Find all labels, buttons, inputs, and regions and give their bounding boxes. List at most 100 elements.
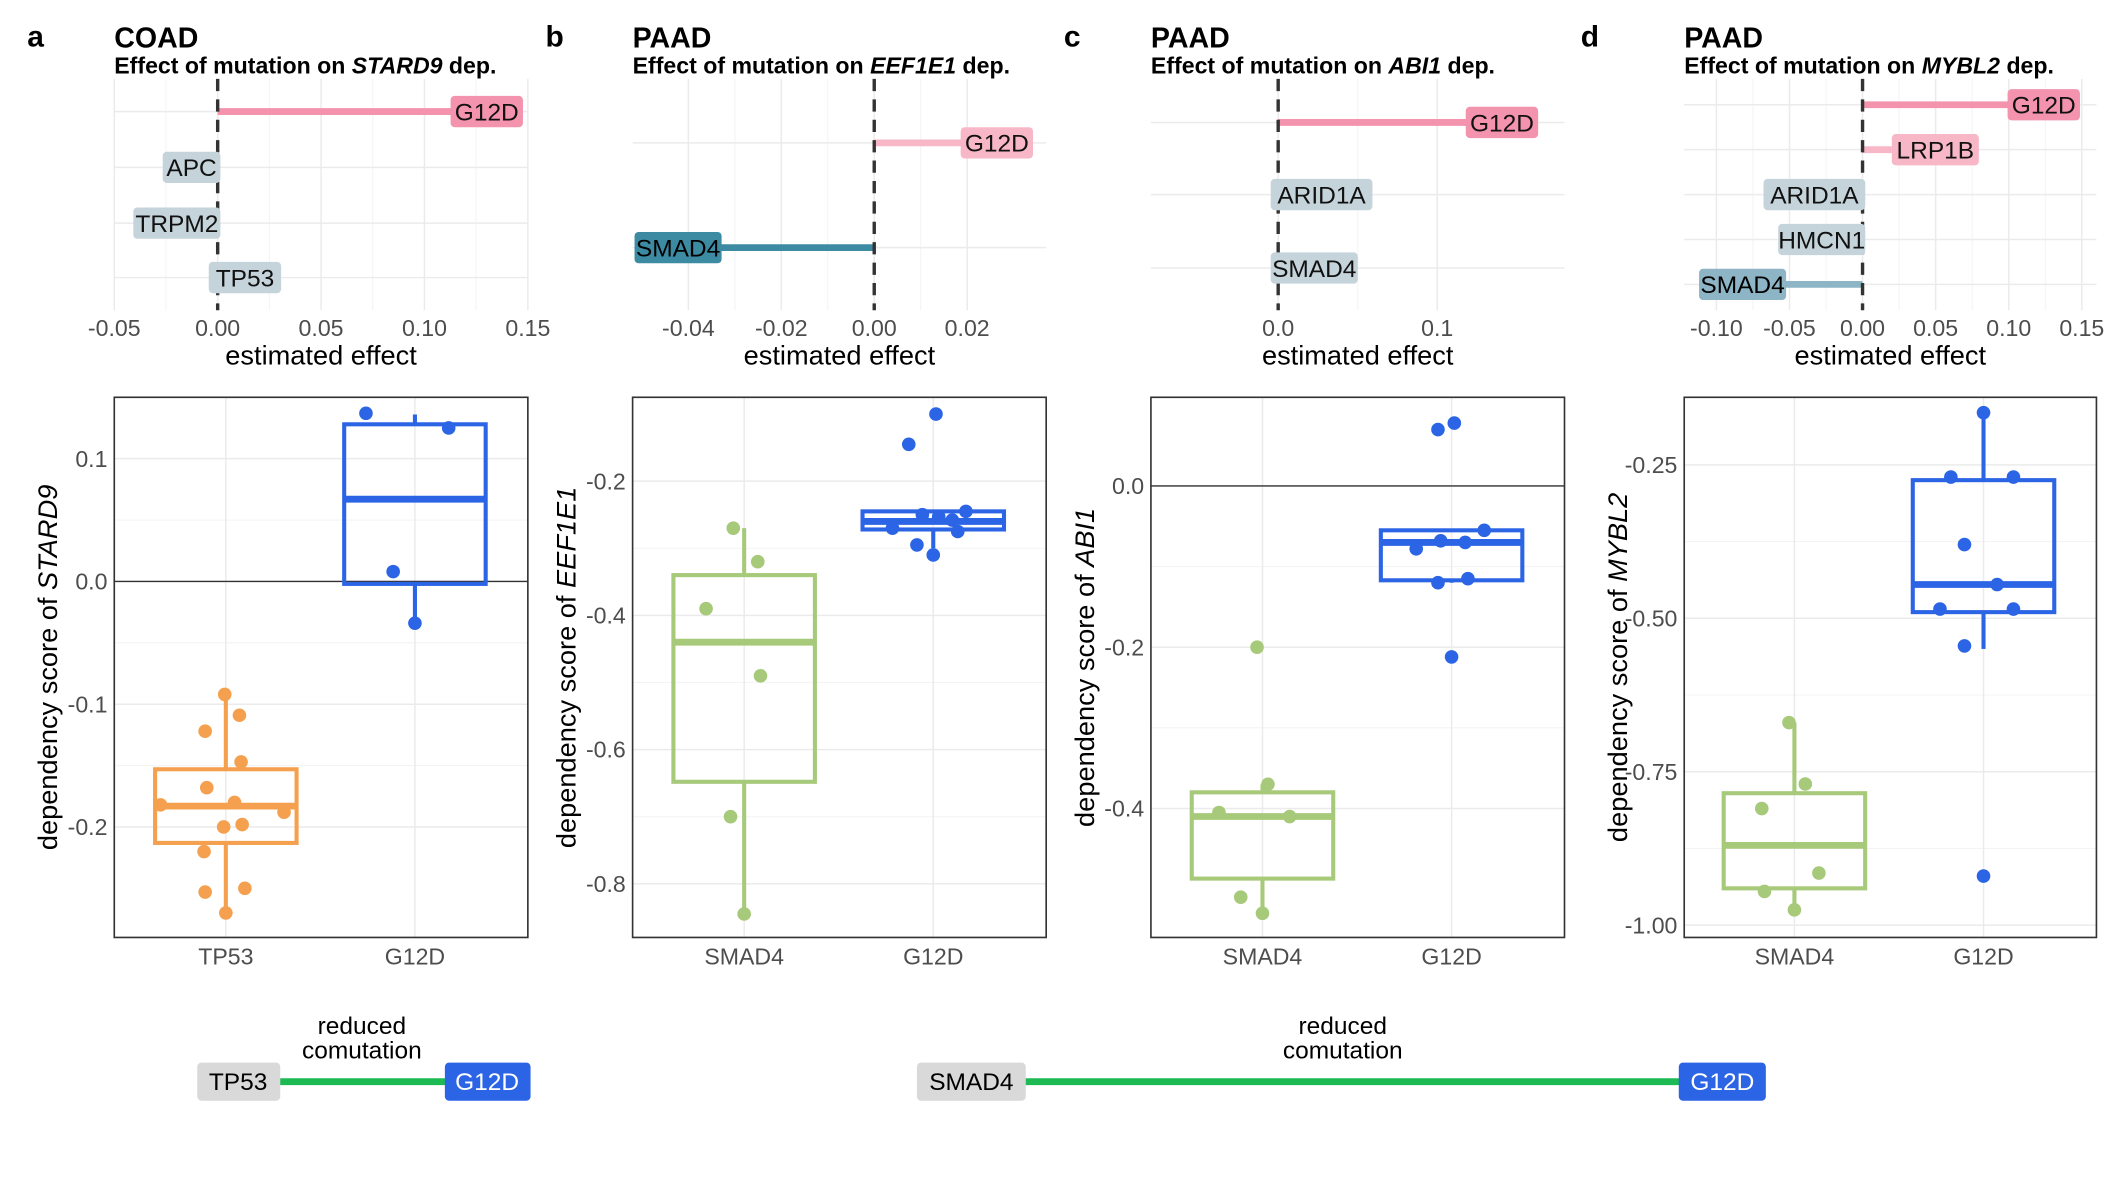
data-point xyxy=(1433,533,1448,548)
panel-letter: a xyxy=(27,20,44,53)
comutation-label: comutation xyxy=(302,1038,422,1065)
data-point xyxy=(950,524,965,539)
data-point xyxy=(408,616,422,630)
panel-cancer-title: COAD xyxy=(114,23,198,55)
x-axis-label: estimated effect xyxy=(225,340,417,371)
comutation-label: reduced xyxy=(1299,1013,1387,1040)
comutation-label: comutation xyxy=(1283,1038,1403,1065)
box-iqr xyxy=(671,573,817,784)
y-tick-label: -0.6 xyxy=(586,737,626,763)
x-tick-label: 0.05 xyxy=(1913,315,1958,341)
data-point xyxy=(1212,805,1226,820)
data-point xyxy=(153,798,168,812)
data-point xyxy=(959,504,973,519)
effect-label-box xyxy=(960,127,1034,159)
x-tick-label: G12D xyxy=(385,944,445,970)
panel-c-header: c PAAD Effect of mutation on ABI1 dep. xyxy=(1064,20,1495,78)
x-tick-label: 0.0 xyxy=(1262,315,1294,341)
y-tick-label: 0.0 xyxy=(1112,473,1144,499)
data-point xyxy=(232,708,247,723)
x-tick-label: -0.05 xyxy=(1763,315,1816,341)
dependency-boxplot-d: SMAD4 G12D -0.25 -0.50 -0.75 -1.00 dependency … xyxy=(1602,396,2098,970)
mutation-label: SMAD4 xyxy=(929,1069,1013,1096)
plot-border xyxy=(1683,396,2098,939)
x-tick-label: TP53 xyxy=(198,944,253,970)
effect-label-box xyxy=(634,231,722,264)
x-tick-label: 0.00 xyxy=(1840,315,1885,341)
data-point xyxy=(2006,470,2021,484)
data-point xyxy=(1261,777,1275,792)
x-tick-label: G12D xyxy=(903,944,963,970)
data-point xyxy=(910,538,924,552)
panel-subtitle: Effect of mutation on MYBL2 dep. xyxy=(1684,52,2054,78)
mutation-label: TP53 xyxy=(209,1069,267,1096)
plot-background xyxy=(114,397,528,938)
data-point xyxy=(219,906,233,920)
effect-label: SMAD4 xyxy=(1700,272,1784,299)
data-point xyxy=(217,687,232,702)
data-point xyxy=(1944,470,1958,484)
comutation-label: reduced xyxy=(318,1013,406,1040)
effect-label-box xyxy=(1270,178,1373,211)
y-tick-label: 0.1 xyxy=(75,446,107,472)
panel-subtitle: Effect of mutation on EEF1E1 dep. xyxy=(633,52,1010,78)
panel-letter: c xyxy=(1064,20,1081,53)
x-tick-label: SMAD4 xyxy=(1755,944,1835,970)
y-tick-label: 0.0 xyxy=(75,569,107,595)
x-tick-label: 0.02 xyxy=(945,315,990,341)
y-tick-label: -0.8 xyxy=(586,871,626,897)
data-point xyxy=(1255,906,1270,921)
data-point xyxy=(216,820,231,834)
x-tick-label: -0.05 xyxy=(88,315,141,341)
data-point xyxy=(1990,577,2004,592)
effect-label-box xyxy=(1891,134,1979,166)
box-iqr xyxy=(1721,791,1868,891)
data-point xyxy=(1282,809,1297,824)
panel-letter: d xyxy=(1581,20,1599,53)
data-point xyxy=(1461,571,1475,586)
effect-label: LRP1B xyxy=(1897,138,1975,165)
panel-subtitle: Effect of mutation on ABI1 dep. xyxy=(1151,52,1495,78)
panel-a-header: a COAD Effect of mutation on STARD9 dep. xyxy=(27,20,496,78)
data-point xyxy=(235,817,249,832)
data-point xyxy=(1782,715,1796,730)
data-point xyxy=(885,521,900,535)
x-axis-label: estimated effect xyxy=(744,340,936,371)
y-tick-label: -0.25 xyxy=(1625,452,1678,478)
y-axis-label: dependency score of MYBL2 xyxy=(1602,493,1633,842)
panel-b-header: b PAAD Effect of mutation on EEF1E1 dep. xyxy=(546,20,1011,78)
effect-label: G12D xyxy=(2012,93,2076,120)
effect-label-box xyxy=(1763,178,1866,211)
y-tick-label: -0.1 xyxy=(68,691,108,717)
data-point xyxy=(1976,869,1991,883)
data-point xyxy=(1409,542,1424,556)
panel-letter: b xyxy=(546,20,564,53)
data-point xyxy=(1447,416,1462,430)
box-iqr xyxy=(1910,478,2057,615)
data-point xyxy=(1458,535,1472,550)
mutation-label: G12D xyxy=(1690,1069,1754,1096)
data-point xyxy=(1787,903,1802,917)
data-point xyxy=(699,601,713,616)
effect-chart-a: G12D APC TRPM2 TP53 -0.05 0.00 0.05 0.10 0.15 est… xyxy=(88,78,550,371)
y-tick-label: -0.2 xyxy=(1104,634,1144,660)
data-point xyxy=(386,564,400,579)
box-iqr xyxy=(1189,790,1336,881)
effect-label: G12D xyxy=(965,131,1029,158)
plot-border xyxy=(631,396,1047,939)
data-point xyxy=(945,513,960,527)
box-iqr xyxy=(1378,528,1525,583)
mutation-label-box xyxy=(1678,1062,1766,1101)
x-tick-label: 0.10 xyxy=(402,315,447,341)
plot-border xyxy=(113,396,529,939)
data-point xyxy=(737,907,751,921)
panel-cancer-title: PAAD xyxy=(1684,23,1763,55)
data-point xyxy=(926,548,941,562)
x-tick-label: SMAD4 xyxy=(704,944,784,970)
x-tick-label: G12D xyxy=(1421,944,1481,970)
x-tick-label: -0.02 xyxy=(755,315,808,341)
effect-label: G12D xyxy=(455,99,519,126)
y-tick-label: -0.2 xyxy=(68,814,108,840)
